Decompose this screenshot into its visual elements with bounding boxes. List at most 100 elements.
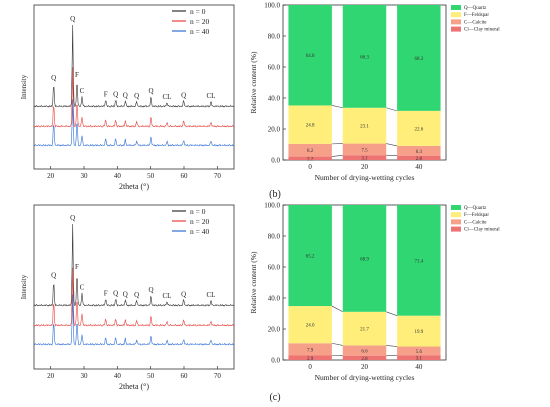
x-axis-title: Number of drying-wetting cycles [315,373,415,382]
peak-label: Q [70,214,75,222]
xrd-trace-2 [33,294,235,346]
y-tick-label: 40.0 [268,295,281,303]
legend-label: n = 20 [190,217,209,226]
data-label: 8.2 [307,149,314,154]
y-tick-label: 60.0 [268,64,281,72]
x-axis-title: 2theta (°) [119,382,149,391]
y-tick-label: 60.0 [268,264,281,272]
stack-segment-3 [397,205,441,316]
stack-segment-2 [288,105,332,144]
xrd-trace-2 [33,99,235,147]
y-tick-label: 0.0 [271,357,280,365]
data-label: 3.1 [361,157,368,162]
legend-swatch [451,226,461,232]
data-label: 24.8 [306,124,315,129]
x-tick-label: 20 [47,372,55,380]
x-axis-title: 2theta (°) [119,182,149,191]
data-label: 7.5 [361,148,368,153]
stack-segment-0 [342,355,387,360]
y-tick-label: 80.0 [268,233,281,241]
xrd-trace-1 [33,267,235,327]
data-label: 68.3 [414,57,423,62]
stack-segment-1 [288,343,332,356]
peak-label: Q [51,74,56,82]
data-label: 2.8 [416,157,423,162]
peak-label: Q [51,271,56,279]
x-tick-label: 60 [181,172,189,180]
legend-label: n = 40 [190,27,209,36]
connector-line [331,154,343,157]
x-tick-label: 50 [147,172,155,180]
legend-label: n = 40 [190,227,209,236]
connector-line [386,345,398,347]
stack-segment-1 [288,143,332,157]
y-tick-label: 20.0 [268,126,281,134]
x-tick-label: 40 [114,372,122,380]
connector-line [386,311,398,316]
legend-label: F—Feldspar [464,213,489,218]
legend-label: Q—Quartz [464,6,487,11]
connector-line [331,342,343,346]
stack-segment-2 [397,110,441,146]
stack-segment-0 [342,155,387,160]
legend-label: C—Calcite [464,220,487,225]
y-axis-title: Intensity [20,274,28,299]
y-tick-label: 100.0 [264,2,280,10]
data-label: 23.1 [360,125,369,130]
x-tick-label: 0 [308,363,312,371]
stack-segment-1 [342,143,387,156]
data-label: 5.6 [416,350,423,355]
peak-label: Q [113,289,118,297]
y-axis-title: Relative content (%) [249,51,258,114]
connector-line [331,305,343,313]
legend-label: n = 0 [190,207,206,216]
panel-label-c: (c) [269,392,280,403]
y-tick-label: 40.0 [268,95,281,103]
data-label: 65.2 [306,255,315,260]
data-label: 2.2 [307,157,314,162]
peak-label: CL [163,292,172,300]
x-tick-label: 30 [81,372,89,380]
plot-frame [33,204,235,370]
stack-segment-1 [397,145,441,156]
y-tick-label: 80.0 [268,33,281,41]
legend-swatch [451,205,461,210]
x-tick-label: 20 [361,163,369,171]
stack-segment-3 [397,5,441,111]
y-tick-label: 20.0 [268,326,281,334]
x-axis-title: Number of drying-wetting cycles [315,173,415,182]
peak-label: F [104,289,108,297]
y-axis-title: Relative content (%) [249,251,258,314]
y-tick-label: 100.0 [264,202,280,210]
stack-segment-3 [342,5,387,108]
xrd-trace-1 [33,66,235,128]
stack-segment-0 [397,355,441,360]
legend-swatch [451,5,461,10]
peak-label: CL [207,92,216,100]
peak-label: C [80,284,85,292]
legend-label: C—Calcite [464,20,487,25]
data-label: 3.1 [416,357,423,362]
comp-top-chart: 0.0 20.0 40.0 60.0 80.0 100.0 Relative content… [249,2,500,183]
x-tick-label: 70 [214,172,222,180]
peak-label: Q [148,87,153,95]
stack-segment-3 [288,5,332,106]
legend-label: n = 0 [190,7,206,16]
peak-label: Q [181,290,186,298]
peak-label: Q [181,91,186,99]
peak-label: F [75,71,79,79]
legend-label: F—Feldspar [464,13,489,18]
peak-label: Q [148,286,153,294]
x-tick-label: 20 [361,363,369,371]
x-tick-label: 20 [47,172,55,180]
stack-segment-3 [288,205,332,307]
data-label: 7.9 [307,348,314,353]
y-tick-label: 0.0 [271,157,280,165]
plot-frame [33,4,235,170]
legend-swatch [451,26,461,32]
stack-segment-0 [288,156,332,160]
peak-label: F [75,263,79,271]
peak-label: Q [113,90,118,98]
